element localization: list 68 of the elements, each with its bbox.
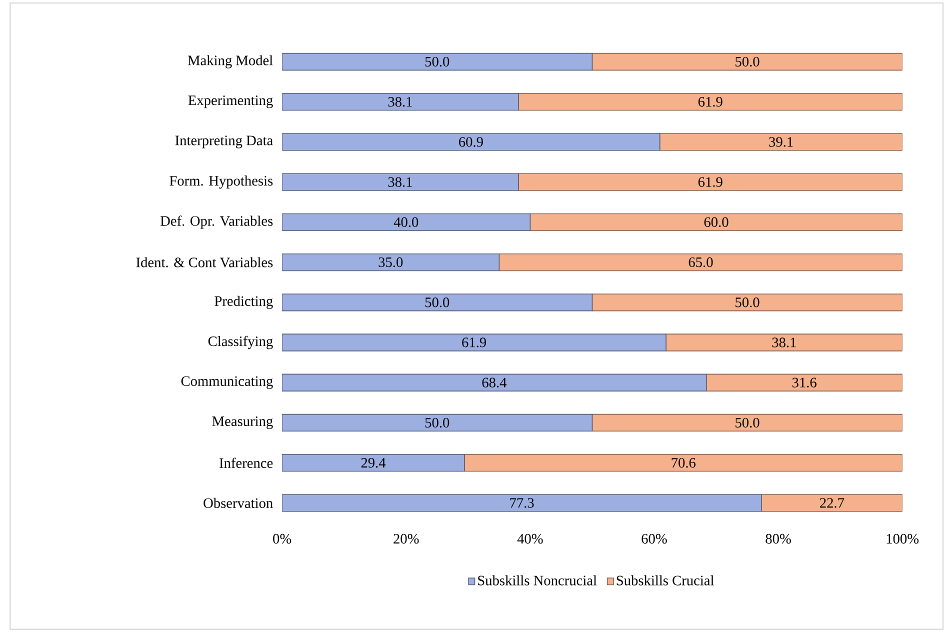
bar (282, 213, 531, 231)
data-label: 50.0 (425, 297, 450, 308)
bar (498, 253, 902, 272)
bar (282, 52, 593, 70)
x-tick-label: 40% (517, 534, 543, 544)
bar (282, 334, 666, 352)
bar (666, 334, 902, 352)
bar (592, 414, 902, 432)
bar (659, 133, 902, 151)
y-tick-label: Interpreting Data (175, 136, 273, 148)
data-label: 65.0 (688, 257, 713, 268)
data-label: 38.1 (388, 96, 412, 107)
y-tick-label: Def. Opr. Variables (160, 216, 273, 229)
data-label: 39.1 (769, 137, 793, 147)
data-label: 61.9 (462, 338, 486, 348)
data-label: 50.0 (736, 56, 760, 67)
bar (518, 92, 902, 111)
x-tick-label: 60% (642, 534, 667, 544)
y-tick-label: Measuring (212, 416, 273, 429)
bar (282, 253, 500, 272)
data-label: 77.3 (510, 498, 534, 508)
bar (282, 454, 465, 472)
bar (706, 374, 902, 392)
x-tick-label: 20% (394, 534, 419, 544)
data-label: 40.0 (394, 217, 418, 227)
data-label: 31.6 (792, 378, 816, 388)
bar (282, 293, 593, 312)
y-tick-label: Communicating (181, 376, 273, 389)
data-label: 50.0 (425, 418, 450, 428)
data-label: 38.1 (772, 338, 796, 348)
bar (761, 494, 902, 512)
y-tick-label: Inference (220, 458, 273, 468)
y-tick-label: Ident. & Cont Variables (136, 257, 273, 268)
y-tick-label: Predicting (214, 296, 273, 309)
bar (282, 374, 707, 392)
data-label: 29.4 (361, 458, 386, 468)
data-label: 61.9 (698, 96, 722, 107)
data-label: 60.0 (704, 217, 728, 227)
bar (282, 173, 519, 191)
bar (530, 213, 902, 231)
data-label: 60.9 (459, 137, 483, 147)
bar (282, 494, 762, 512)
y-tick-label: Observation (204, 498, 273, 508)
x-tick-label: 80% (766, 534, 791, 544)
bar (282, 414, 593, 432)
legend-label: Subskills Noncrucial (478, 575, 597, 586)
bar (282, 133, 660, 151)
data-label: 70.6 (672, 458, 696, 468)
data-label: 38.1 (388, 177, 412, 187)
y-tick-label: Experimenting (188, 95, 273, 108)
data-label: 50.0 (425, 56, 450, 67)
data-label: 50.0 (736, 418, 760, 428)
bar (592, 52, 902, 70)
y-tick-label: Classifying (208, 336, 273, 350)
y-tick-label: Making Model (188, 55, 273, 68)
x-tick-label: 100% (886, 534, 919, 544)
bar (592, 293, 902, 312)
legend-label: Subskills Crucial (616, 575, 714, 586)
bar (464, 454, 902, 472)
y-tick-label: Form. Hypothesis (170, 175, 273, 189)
data-label: 22.7 (820, 498, 844, 508)
data-label: 61.9 (698, 177, 722, 187)
data-label: 68.4 (482, 378, 507, 388)
bar (282, 92, 519, 111)
bar (518, 173, 902, 191)
data-label: 50.0 (736, 297, 760, 308)
data-label: 35.0 (378, 257, 403, 268)
x-tick-label: 0% (273, 534, 292, 544)
